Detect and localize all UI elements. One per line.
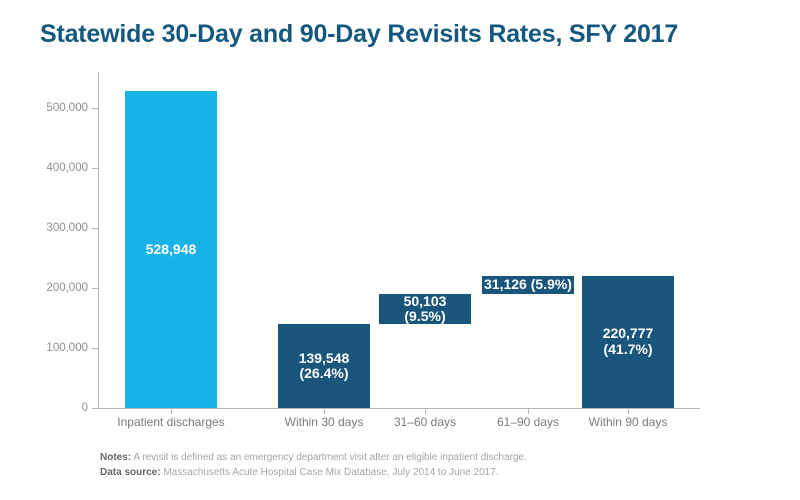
y-axis-tick-label: 500,000 xyxy=(46,102,88,114)
bar-within-90-days: 220,777 (41.7%) xyxy=(582,275,674,408)
notes-line: Notes: A revisit is defined as an emerge… xyxy=(100,450,527,465)
x-axis-tick xyxy=(628,409,629,414)
category-label-31-60-days: 31–60 days xyxy=(393,415,457,429)
y-axis-tick xyxy=(92,108,98,109)
y-axis-tick-label: 0 xyxy=(81,402,88,414)
category-label-inpatient-discharges: Inpatient discharges xyxy=(117,415,225,429)
y-axis-tick-label: 300,000 xyxy=(46,222,88,234)
y-axis-tick-label: 100,000 xyxy=(46,342,88,354)
bar-value-label: 139,548 (26.4%) xyxy=(298,349,350,382)
x-axis-tick xyxy=(324,409,325,414)
category-label-within-30-days: Within 30 days xyxy=(284,415,364,429)
bar-within-30-days: 139,548 (26.4%) xyxy=(278,324,370,408)
data-source-text: Massachusetts Acute Hospital Case Mix Da… xyxy=(160,467,499,478)
y-axis-tick xyxy=(92,348,98,349)
bar-value-label: 31,126 (5.9%) xyxy=(484,276,572,293)
category-label-within-90-days: Within 90 days xyxy=(588,415,668,429)
bar-61-90-days: 31,126 (5.9%) xyxy=(482,275,574,295)
data-source-line: Data source: Massachusetts Acute Hospita… xyxy=(100,465,527,480)
category-label-61-90-days: 61–90 days xyxy=(496,415,560,429)
notes-label: Notes: xyxy=(100,452,132,463)
bar-inpatient-discharges: 528,948 xyxy=(125,90,217,408)
x-axis-tick xyxy=(425,409,426,414)
y-axis-tick-label: 200,000 xyxy=(46,282,88,294)
bar-value-label: 528,948 xyxy=(145,240,197,257)
notes-text: A revisit is defined as an emergency dep… xyxy=(131,452,527,463)
bar-value-label: 220,777 (41.7%) xyxy=(602,325,654,357)
x-axis-line xyxy=(98,408,700,409)
chart-footnotes: Notes: A revisit is defined as an emerge… xyxy=(100,450,527,480)
bar-value-label: 50,103 (9.5%) xyxy=(403,292,447,325)
y-axis-tick xyxy=(92,168,98,169)
data-source-label: Data source: xyxy=(100,467,161,478)
y-axis-tick xyxy=(92,288,98,289)
bar-31-60-days: 50,103 (9.5%) xyxy=(379,292,471,325)
x-axis-tick xyxy=(171,409,172,414)
x-axis-tick xyxy=(528,409,529,414)
chart-title: Statewide 30-Day and 90-Day Revisits Rat… xyxy=(40,20,679,48)
y-axis-tick xyxy=(92,228,98,229)
y-axis-line xyxy=(98,72,99,408)
y-axis-tick xyxy=(92,408,98,409)
y-axis-tick-label: 400,000 xyxy=(46,162,88,174)
